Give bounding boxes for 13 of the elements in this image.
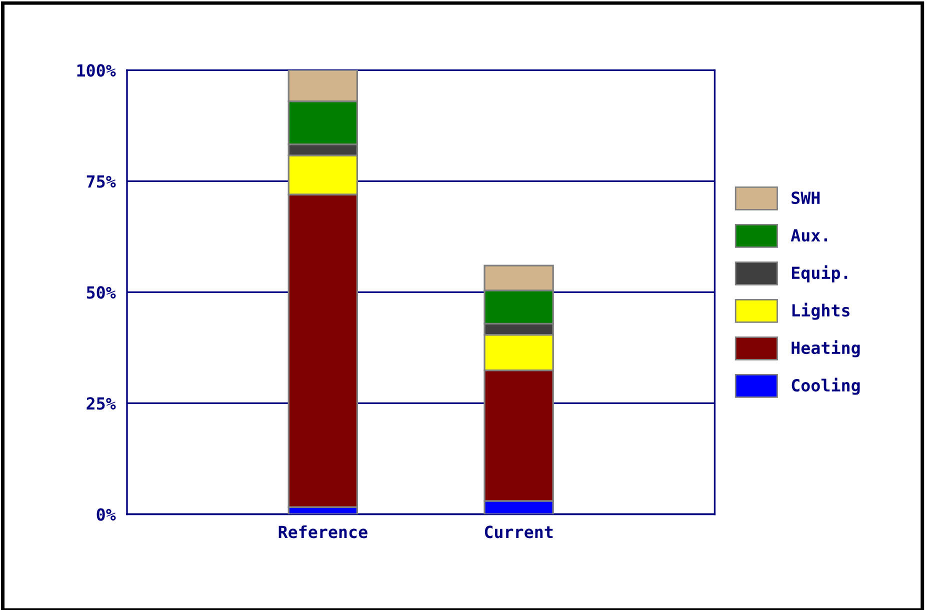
legend-label: Aux. bbox=[790, 229, 828, 242]
legend-label: Lights bbox=[792, 302, 850, 320]
y-tick-label: 50% bbox=[86, 286, 116, 299]
y-tick-label: 25% bbox=[86, 397, 116, 410]
legend-label: Heating bbox=[792, 340, 860, 358]
y-tick-label: 0% bbox=[96, 508, 116, 521]
x-tick-label: Current bbox=[484, 526, 553, 538]
legend-label: Cooling bbox=[792, 378, 860, 395]
legend-label: Equip. bbox=[792, 265, 848, 282]
x-tick-label: Reference bbox=[278, 525, 368, 538]
legend-label: SWH bbox=[792, 191, 820, 204]
y-tick-label: 100% bbox=[77, 64, 116, 77]
y-tick-label: 75% bbox=[86, 175, 116, 188]
